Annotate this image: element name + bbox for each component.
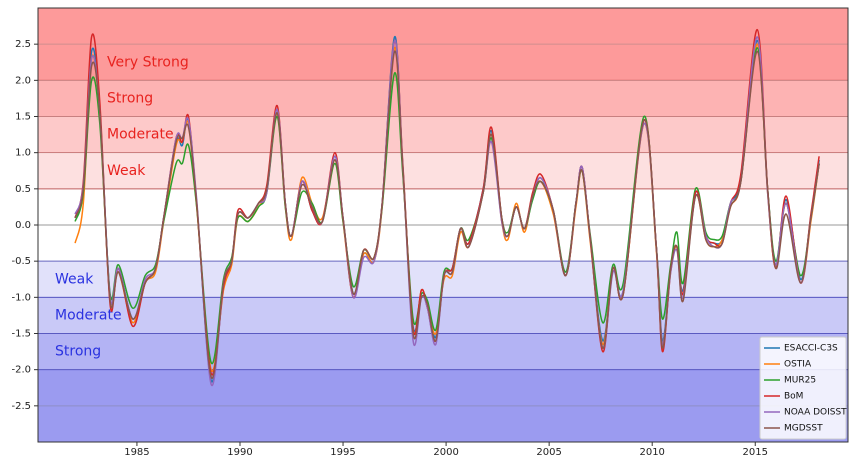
band [38, 80, 848, 117]
band [38, 116, 848, 153]
legend-label: OSTIA [784, 360, 812, 370]
legend-box [759, 336, 847, 440]
y-tick-label: 2.0 [15, 75, 31, 86]
series-line [74, 50, 820, 379]
y-tick-label: -0.5 [11, 256, 31, 267]
band-label: Moderate [107, 127, 174, 143]
y-tick-label: 1.0 [15, 148, 31, 159]
y-tick-label: 1.5 [15, 112, 31, 123]
legend-label: MUR25 [784, 376, 816, 386]
x-tick-label: 2010 [639, 447, 664, 458]
y-tick-label: -1.0 [11, 292, 31, 303]
legend-label: ESACCI-C3S [784, 344, 838, 354]
band [38, 369, 848, 442]
y-tick-label: -2.0 [11, 365, 31, 376]
legend-label: NOAA DOISST [784, 408, 847, 418]
band [38, 8, 848, 81]
band [38, 152, 848, 189]
x-tick-label: 2000 [433, 447, 458, 458]
legend-label: BoM [784, 392, 803, 402]
y-tick-label: 0.5 [15, 184, 31, 195]
band-label: Moderate [55, 307, 122, 323]
x-tick-label: 1985 [124, 447, 149, 458]
x-tick-label: 2015 [743, 447, 768, 458]
x-tick-label: 1990 [227, 447, 252, 458]
band-label: Strong [107, 90, 153, 106]
legend: ESACCI-C3S OSTIA MUR25 BoM NOAA DOISST MGDSST [759, 336, 847, 440]
y-tick-label: -2.5 [11, 401, 31, 412]
x-tick-label: 2005 [536, 447, 561, 458]
y-tick-label: 2.5 [15, 39, 31, 50]
band-label: Weak [107, 163, 146, 179]
band [38, 333, 848, 370]
legend-label: MGDSST [784, 424, 823, 434]
band [38, 297, 848, 334]
band-label: Strong [55, 344, 101, 360]
band-label: Weak [55, 271, 94, 287]
y-tick-label: 0.0 [15, 220, 31, 231]
x-tick-label: 1995 [330, 447, 355, 458]
plot-frame [37, 7, 849, 443]
band-label: Very Strong [107, 54, 189, 70]
y-tick-label: -1.5 [11, 329, 31, 340]
